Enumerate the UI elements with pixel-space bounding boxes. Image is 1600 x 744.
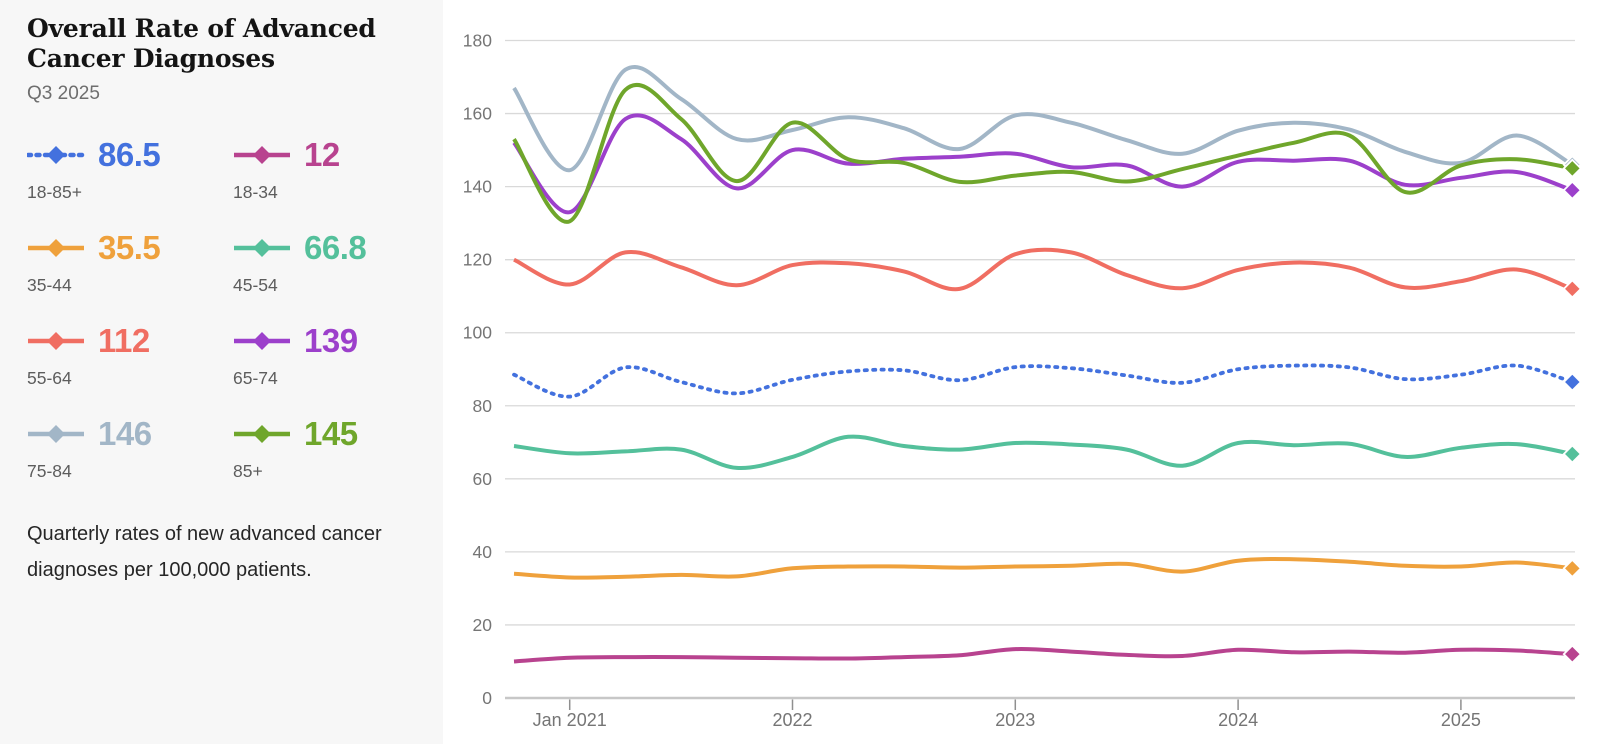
legend-item-45-54[interactable]: 66.8 45-54 — [233, 228, 415, 296]
y-tick-label-160: 160 — [463, 104, 492, 124]
legend-label: 35-44 — [27, 275, 72, 295]
series-line-45-54[interactable] — [513, 434, 1573, 470]
x-tick-label-2024: 2024 — [1218, 710, 1258, 730]
legend: 86.5 18-85+ 12 18-34 35.5 35-44 66.8 45-54 112 55… — [27, 135, 415, 482]
legend-value: 66.8 — [304, 229, 367, 266]
legend-item-18-85+[interactable]: 86.5 18-85+ — [27, 135, 233, 203]
series-endpoint-85+ — [1562, 158, 1583, 179]
legend-label: 75-84 — [27, 461, 72, 481]
y-tick-label-20: 20 — [473, 615, 493, 635]
y-tick-label-60: 60 — [473, 469, 493, 489]
y-tick-label-140: 140 — [463, 177, 492, 197]
legend-series-marker-icon — [28, 332, 84, 350]
period-subtitle: Q3 2025 — [27, 83, 100, 104]
series-endpoint-18-85+ — [1562, 372, 1583, 392]
series-line-65-74[interactable] — [512, 113, 1573, 215]
y-tick-label-80: 80 — [473, 396, 493, 416]
legend-item-35-44[interactable]: 35.5 35-44 — [27, 228, 233, 296]
series-endpoint-18-34 — [1562, 644, 1583, 664]
y-tick-label-180: 180 — [463, 30, 492, 50]
page-title: Overall Rate of Advanced Cancer Diagnose… — [27, 14, 376, 73]
series-line-18-34[interactable] — [513, 646, 1573, 664]
legend-item-18-34[interactable]: 12 18-34 — [233, 135, 415, 203]
legend-label: 55-64 — [27, 368, 72, 388]
series-endpoint-65-74 — [1562, 180, 1583, 201]
legend-item-55-64[interactable]: 112 55-64 — [27, 321, 233, 389]
legend-label: 65-74 — [233, 368, 278, 388]
y-tick-label-0: 0 — [482, 688, 492, 708]
legend-value: 146 — [98, 415, 152, 452]
legend-item-65-74[interactable]: 139 65-74 — [233, 321, 415, 389]
x-tick-label-Jan 2021: Jan 2021 — [533, 710, 607, 730]
legend-series-marker-icon — [234, 239, 290, 257]
y-tick-label-40: 40 — [473, 542, 493, 562]
legend-value: 139 — [304, 322, 358, 359]
chart-info-sidebar: Overall Rate of Advanced Cancer Diagnose… — [0, 0, 443, 744]
legend-label: 45-54 — [233, 275, 278, 295]
legend-label: 85+ — [233, 461, 263, 481]
y-tick-label-100: 100 — [463, 323, 492, 343]
legend-value: 35.5 — [98, 229, 161, 266]
legend-item-85+[interactable]: 145 85+ — [233, 414, 415, 482]
series-line-85+[interactable] — [512, 82, 1573, 224]
legend-series-marker-icon — [234, 425, 290, 443]
series-line-35-44[interactable] — [513, 557, 1573, 580]
chart-description: Quarterly rates of new advanced cancer d… — [27, 523, 382, 581]
legend-series-marker-icon — [234, 332, 290, 350]
legend-series-marker-icon — [28, 239, 84, 257]
legend-item-75-84[interactable]: 146 75-84 — [27, 414, 233, 482]
series-line-55-64[interactable] — [513, 247, 1574, 292]
y-tick-label-120: 120 — [463, 250, 492, 270]
legend-label: 18-34 — [233, 182, 278, 202]
legend-value: 12 — [304, 136, 340, 173]
series-endpoint-35-44 — [1562, 558, 1583, 579]
x-tick-label-2022: 2022 — [772, 710, 812, 730]
x-tick-label-2025: 2025 — [1441, 710, 1481, 730]
legend-value: 112 — [98, 322, 150, 359]
legend-label: 18-85+ — [27, 182, 82, 202]
legend-series-marker-icon — [28, 425, 84, 443]
series-endpoint-55-64 — [1562, 279, 1583, 299]
legend-value: 86.5 — [98, 136, 161, 173]
legend-series-marker-icon — [27, 146, 85, 164]
x-tick-label-2023: 2023 — [995, 710, 1035, 730]
legend-series-marker-icon — [234, 146, 290, 164]
series-line-75-84[interactable] — [512, 65, 1574, 173]
legend-value: 145 — [304, 415, 358, 452]
series-line-18-85+[interactable] — [512, 363, 1575, 399]
series-endpoint-45-54 — [1562, 444, 1583, 464]
